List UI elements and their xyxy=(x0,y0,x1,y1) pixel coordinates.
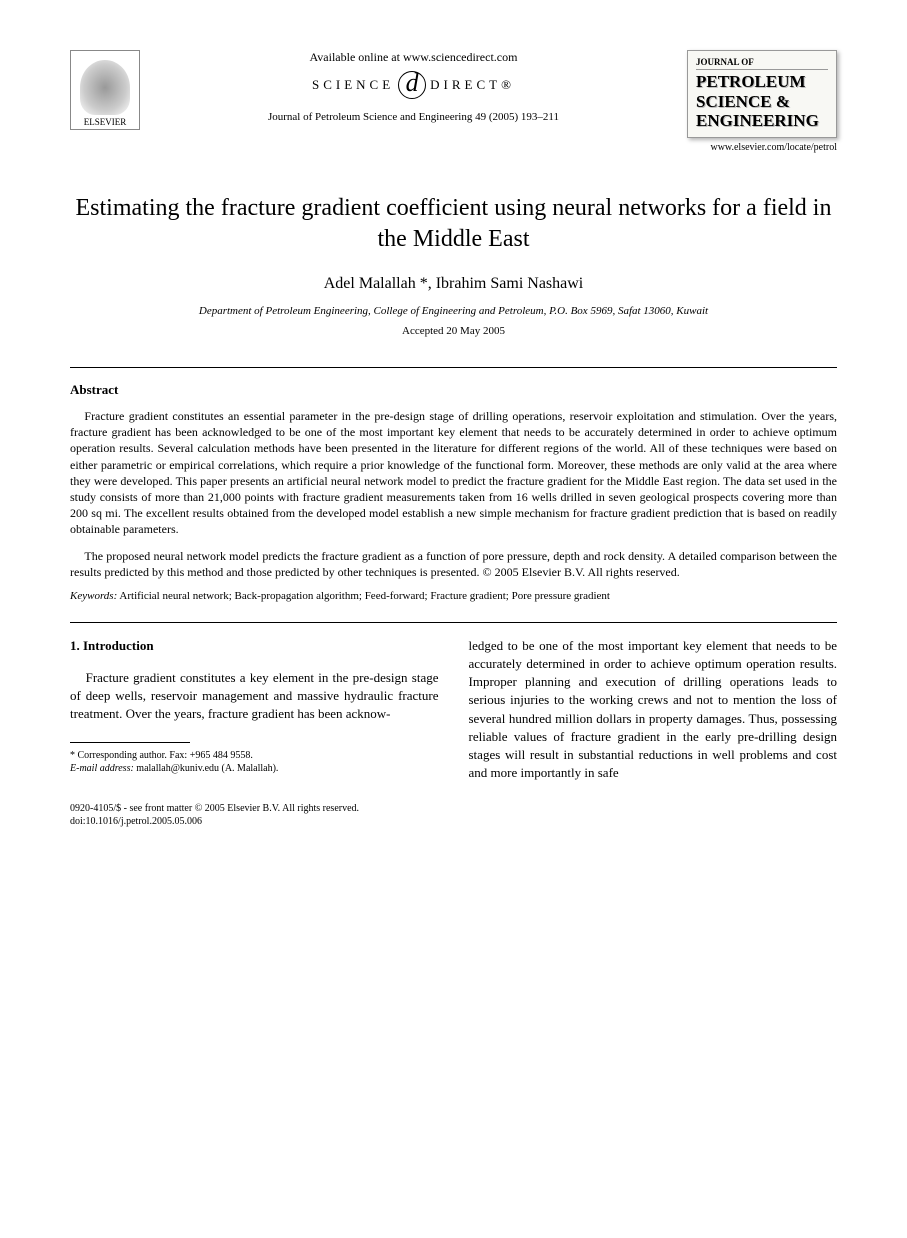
footer: 0920-4105/$ - see front matter © 2005 El… xyxy=(70,802,837,828)
elsevier-tree-icon xyxy=(80,60,130,115)
journal-title-1: PETROLEUM xyxy=(696,72,828,92)
divider-bottom xyxy=(70,622,837,623)
journal-title-2: SCIENCE & xyxy=(696,92,828,112)
abstract-p2: The proposed neural network model predic… xyxy=(70,548,837,580)
intro-heading: 1. Introduction xyxy=(70,637,439,655)
journal-title-3: ENGINEERING xyxy=(696,111,828,131)
header-row: ELSEVIER Available online at www.science… xyxy=(70,50,837,153)
keywords-line: Keywords: Artificial neural network; Bac… xyxy=(70,590,837,602)
available-online-text: Available online at www.sciencedirect.co… xyxy=(155,50,672,65)
authors: Adel Malallah *, Ibrahim Sami Nashawi xyxy=(70,275,837,293)
divider-top xyxy=(70,367,837,368)
direct-text: DIRECT® xyxy=(430,77,515,93)
footnote-email: E-mail address: malallah@kuniv.edu (A. M… xyxy=(70,762,439,775)
left-column: 1. Introduction Fracture gradient consti… xyxy=(70,637,439,783)
intro-col2: ledged to be one of the most important k… xyxy=(469,637,838,783)
citation-text: Journal of Petroleum Science and Enginee… xyxy=(155,111,672,123)
abstract-p1: Fracture gradient constitutes an essenti… xyxy=(70,408,837,538)
footnote-email-value: malallah@kuniv.edu (A. Malallah). xyxy=(134,763,279,774)
journal-url: www.elsevier.com/locate/petrol xyxy=(687,142,837,153)
elsevier-label: ELSEVIER xyxy=(84,117,127,127)
footer-doi: doi:10.1016/j.petrol.2005.05.006 xyxy=(70,815,837,828)
accepted-date: Accepted 20 May 2005 xyxy=(70,325,837,337)
keywords-label: Keywords: xyxy=(70,590,117,602)
center-header: Available online at www.sciencedirect.co… xyxy=(140,50,687,123)
science-text: SCIENCE xyxy=(312,77,394,93)
right-column: ledged to be one of the most important k… xyxy=(469,637,838,783)
sciencedirect-at-icon: d xyxy=(398,71,426,99)
footnote-separator xyxy=(70,742,190,743)
affiliation: Department of Petroleum Engineering, Col… xyxy=(70,305,837,317)
journal-box-wrap: JOURNAL OF PETROLEUM SCIENCE & ENGINEERI… xyxy=(687,50,837,153)
journal-box-label: JOURNAL OF xyxy=(696,57,828,70)
footer-copyright: 0920-4105/$ - see front matter © 2005 El… xyxy=(70,802,837,815)
footnote-corr: * Corresponding author. Fax: +965 484 95… xyxy=(70,749,439,762)
keywords-text: Artificial neural network; Back-propagat… xyxy=(117,590,610,602)
journal-box: JOURNAL OF PETROLEUM SCIENCE & ENGINEERI… xyxy=(687,50,837,138)
elsevier-logo: ELSEVIER xyxy=(70,50,140,130)
abstract-heading: Abstract xyxy=(70,382,837,398)
footnote-email-label: E-mail address: xyxy=(70,763,134,774)
two-column-body: 1. Introduction Fracture gradient consti… xyxy=(70,637,837,783)
intro-col1: Fracture gradient constitutes a key elem… xyxy=(70,669,439,724)
science-direct-logo: SCIENCE d DIRECT® xyxy=(155,71,672,99)
article-title: Estimating the fracture gradient coeffic… xyxy=(70,193,837,255)
